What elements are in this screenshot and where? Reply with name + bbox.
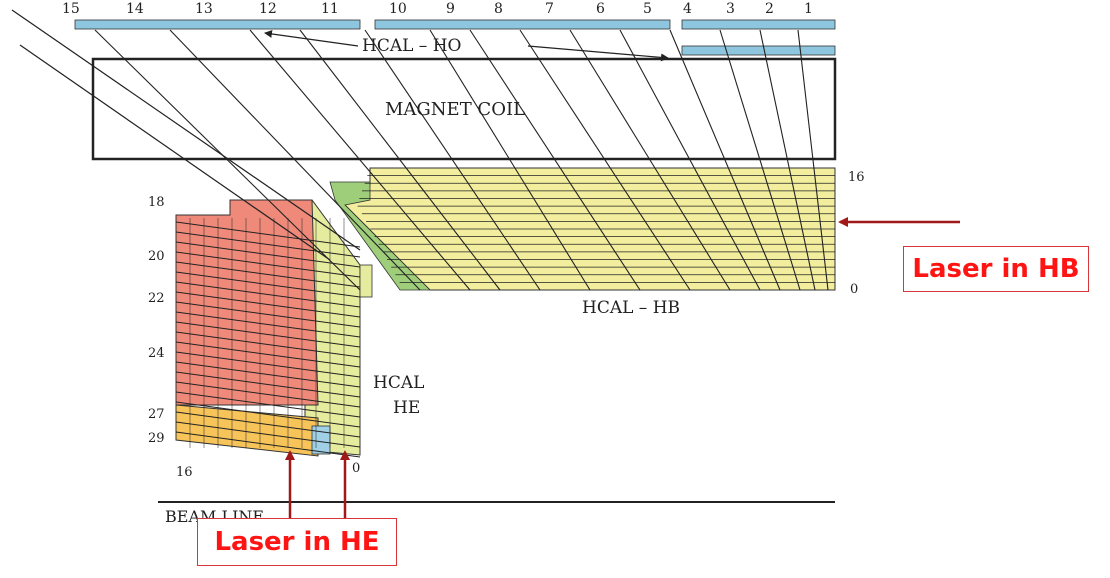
tower-line	[94, 29, 361, 291]
he-layer-line	[175, 221, 361, 248]
he-scale-label: 27	[148, 407, 165, 422]
he-layer-line	[175, 401, 361, 428]
he-layer-line	[175, 231, 361, 258]
tower-line	[797, 29, 829, 291]
he-layer-line	[175, 301, 361, 328]
tower-number: 12	[259, 1, 277, 17]
hcal-ho-label: HCAL – HO	[362, 36, 461, 56]
he-layer-line	[175, 371, 361, 398]
ho-tile-middle	[374, 19, 671, 30]
he-scale-label: 29	[148, 431, 165, 446]
tower-number: 5	[643, 1, 652, 17]
he-layer-line	[175, 341, 361, 368]
tower-line	[249, 29, 471, 291]
he-layer-line	[175, 431, 361, 458]
he-scale-label: 20	[148, 249, 165, 264]
hcal-he-red	[175, 199, 319, 406]
hb-scale-bottom: 0	[850, 282, 858, 297]
magnet-coil	[91, 57, 837, 161]
he-layer-line	[175, 351, 361, 378]
he-layer-line	[175, 251, 361, 278]
tower-line	[759, 29, 816, 291]
tower-number: 1	[804, 1, 813, 17]
tower-line	[619, 29, 761, 291]
hcal-he-orange	[175, 404, 319, 457]
tower-lines	[94, 29, 829, 291]
tower-line	[519, 29, 691, 291]
he-scale-label: 24	[148, 346, 165, 361]
he-layer-line	[175, 331, 361, 358]
magnet-coil-label: MAGNET COIL	[385, 99, 525, 120]
hcal-he-label-line1: HCAL	[373, 373, 424, 393]
tower-number: 6	[596, 1, 605, 17]
he-scale-label: 22	[148, 291, 165, 306]
hcal-he-label-line2: HE	[393, 398, 420, 418]
he-layer-line	[175, 281, 361, 308]
laser-he-callout: Laser in HE	[197, 518, 397, 566]
tower-line	[569, 29, 731, 291]
ho-tile-left	[74, 19, 361, 30]
he-layer-line	[175, 271, 361, 298]
tower-number: 11	[321, 1, 339, 17]
he-bottom-right-label: 0	[352, 461, 360, 476]
tower-number: 10	[389, 1, 407, 17]
tower-line	[299, 29, 501, 291]
ho-tile-right-lower	[681, 45, 836, 56]
tower-number: 4	[683, 1, 692, 17]
tower-number: 8	[494, 1, 503, 17]
he-layer-lines	[175, 218, 361, 458]
he-bottom-left-label: 16	[176, 465, 193, 480]
tower-number: 7	[545, 1, 554, 17]
he-layer-line	[175, 321, 361, 348]
tower-number-row: 15 14 13 12 11 10 9 8 7 6 5 4 3 2 1	[62, 1, 813, 17]
ho-pointer-right	[527, 45, 669, 62]
tower-number: 9	[446, 1, 455, 17]
he-layer-line	[175, 411, 361, 438]
he-layer-line	[175, 361, 361, 388]
hcal-hb-green-edge	[329, 181, 431, 291]
hcal-he-blue	[311, 425, 331, 455]
hcal-he-notch	[359, 264, 373, 298]
he-layer-line	[175, 261, 361, 288]
tower-number: 2	[765, 1, 774, 17]
tower-number: 13	[195, 1, 213, 17]
ho-pointer-left	[264, 30, 359, 47]
boundary-line-lower	[19, 44, 331, 261]
tower-number: 3	[726, 1, 735, 17]
tower-number: 14	[126, 1, 144, 17]
tower-line	[469, 29, 641, 291]
he-layer-line	[175, 291, 361, 318]
tower-line	[429, 29, 591, 291]
he-scale-label: 18	[148, 195, 165, 210]
he-layer-line	[175, 311, 361, 338]
hb-scale-top: 16	[848, 170, 865, 185]
hcal-hb-label: HCAL – HB	[582, 298, 680, 318]
boundary-line-upper	[11, 9, 361, 251]
ho-tile-right	[681, 19, 836, 30]
hb-layer-lines	[357, 175, 835, 283]
tower-line	[364, 29, 541, 291]
he-layer-line	[175, 421, 361, 448]
tower-line	[669, 29, 781, 291]
he-layer-line	[175, 381, 361, 408]
tower-number: 15	[62, 1, 80, 17]
tower-line	[719, 29, 801, 291]
tower-line	[169, 29, 421, 291]
laser-hb-callout: Laser in HB	[903, 246, 1089, 292]
he-layer-line	[175, 391, 361, 418]
he-layer-line	[175, 241, 361, 268]
